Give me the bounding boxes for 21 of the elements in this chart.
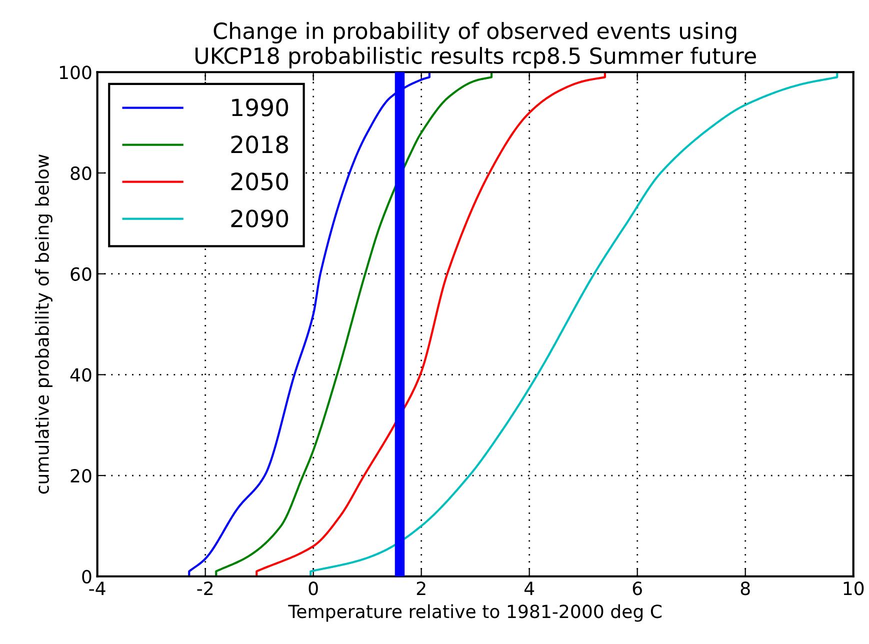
x-tick-label: 6	[632, 582, 642, 596]
y-tick-label: 40	[70, 368, 92, 382]
legend-label: 1990	[232, 98, 288, 116]
y-tick-label: 100	[60, 66, 92, 80]
x-tick-label: 4	[524, 582, 534, 595]
y-axis-title: cumulative probability of being below	[34, 154, 52, 494]
x-tick-label: -2	[197, 582, 213, 595]
legend-label: 2090	[231, 210, 288, 228]
legend-label: 2050	[231, 172, 288, 190]
x-tick-label: 2	[416, 582, 426, 595]
y-tick-label: 60	[70, 267, 92, 281]
x-tick-label: 0	[308, 582, 318, 596]
x-axis-title: Temperature relative to 1981-2000 deg C	[288, 604, 662, 622]
y-tick-label: 0	[82, 570, 92, 584]
y-tick-label: 80	[70, 166, 92, 180]
x-tick-label: 8	[740, 582, 750, 596]
chart-title: Change in probability of observed events using UKCP18 probabilistic results rcp8.5 Summer future	[196, 22, 756, 68]
y-tick-label: 20	[70, 468, 92, 483]
legend-label: 2018	[231, 136, 288, 154]
x-tick-label: -4	[89, 582, 106, 595]
x-tick-label: 10	[844, 582, 864, 596]
